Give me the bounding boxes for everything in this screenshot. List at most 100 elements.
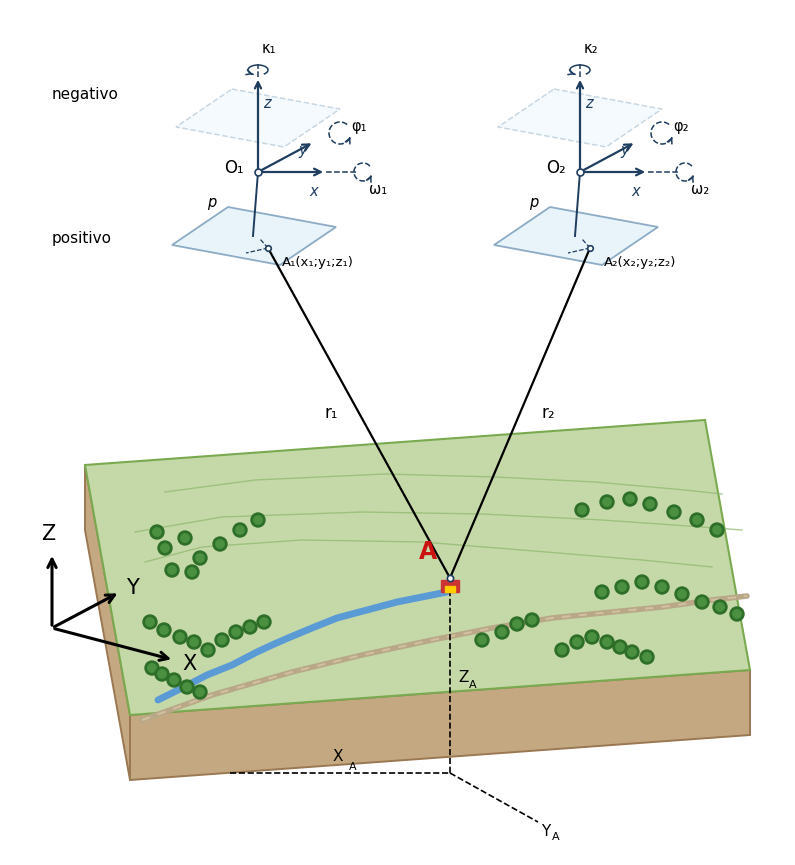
Circle shape [148,663,156,672]
Circle shape [638,578,646,586]
Circle shape [558,646,566,654]
Circle shape [595,585,609,599]
Circle shape [185,565,199,579]
Circle shape [710,523,724,537]
Circle shape [153,528,161,536]
Circle shape [588,633,596,641]
Text: X: X [333,749,343,764]
Circle shape [716,603,724,612]
Text: p: p [207,195,216,209]
Circle shape [513,620,522,628]
Circle shape [145,618,154,626]
Text: ω₂: ω₂ [691,183,709,197]
Text: Z: Z [41,524,55,544]
Circle shape [155,667,169,681]
Text: Y: Y [126,578,139,598]
Circle shape [145,661,159,675]
Circle shape [157,670,166,678]
Circle shape [215,540,224,548]
Circle shape [613,640,627,654]
Text: A: A [349,762,357,772]
Polygon shape [172,207,336,265]
Circle shape [628,648,636,657]
Text: Y: Y [541,824,550,839]
Polygon shape [85,420,750,715]
Text: p: p [529,195,538,209]
Circle shape [646,500,654,509]
Text: r₁: r₁ [324,404,338,422]
Circle shape [168,566,176,574]
Circle shape [165,563,179,577]
Text: y: y [620,143,629,157]
Circle shape [640,650,654,664]
Polygon shape [85,465,130,780]
Circle shape [575,503,589,517]
Circle shape [678,590,686,599]
Circle shape [643,497,657,511]
Circle shape [498,628,506,636]
Polygon shape [498,89,662,147]
Circle shape [201,643,215,657]
Circle shape [188,567,196,576]
Circle shape [170,676,178,684]
Circle shape [615,580,629,594]
Circle shape [233,523,247,537]
Circle shape [236,526,244,535]
Text: A₁(x₁;y₁;z₁): A₁(x₁;y₁;z₁) [282,256,354,269]
Circle shape [657,583,666,591]
Circle shape [585,630,599,644]
Circle shape [150,525,164,539]
Circle shape [173,630,187,644]
Circle shape [713,600,727,614]
Circle shape [695,595,709,609]
Text: A₂(x₂;y₂;z₂): A₂(x₂;y₂;z₂) [604,256,677,269]
Circle shape [528,616,536,625]
Circle shape [161,544,169,552]
Circle shape [160,625,169,634]
Text: O₁: O₁ [224,159,244,177]
Polygon shape [494,207,658,265]
Circle shape [675,587,689,601]
Circle shape [623,492,637,506]
Circle shape [193,551,207,565]
Circle shape [618,583,626,591]
Circle shape [183,682,192,691]
Circle shape [196,554,204,562]
Circle shape [598,588,607,596]
Circle shape [495,625,509,639]
Circle shape [218,636,227,644]
Circle shape [232,628,240,636]
Circle shape [243,620,257,634]
Text: X: X [182,654,196,674]
Bar [441,580,459,592]
Text: ω₁: ω₁ [369,183,387,197]
Circle shape [190,638,198,646]
Circle shape [204,646,212,654]
Text: z: z [263,97,270,112]
Circle shape [180,680,194,694]
Circle shape [510,617,524,631]
Polygon shape [130,670,750,780]
Circle shape [257,615,271,629]
Circle shape [229,625,243,639]
Text: positivo: positivo [52,230,112,246]
Circle shape [713,526,721,535]
Circle shape [196,688,204,696]
Circle shape [215,633,229,647]
Bar [445,586,455,592]
Circle shape [260,618,268,626]
Text: A: A [419,540,437,564]
Circle shape [246,623,254,631]
Circle shape [733,610,741,618]
Circle shape [475,633,489,647]
Circle shape [187,635,201,649]
Polygon shape [176,89,340,147]
Text: φ₂: φ₂ [673,119,688,133]
Text: κ₂: κ₂ [584,41,599,56]
Circle shape [625,645,639,659]
Text: Z: Z [458,670,468,685]
Circle shape [478,636,487,644]
Circle shape [692,516,701,524]
Circle shape [603,638,611,646]
Text: O₂: O₂ [546,159,566,177]
